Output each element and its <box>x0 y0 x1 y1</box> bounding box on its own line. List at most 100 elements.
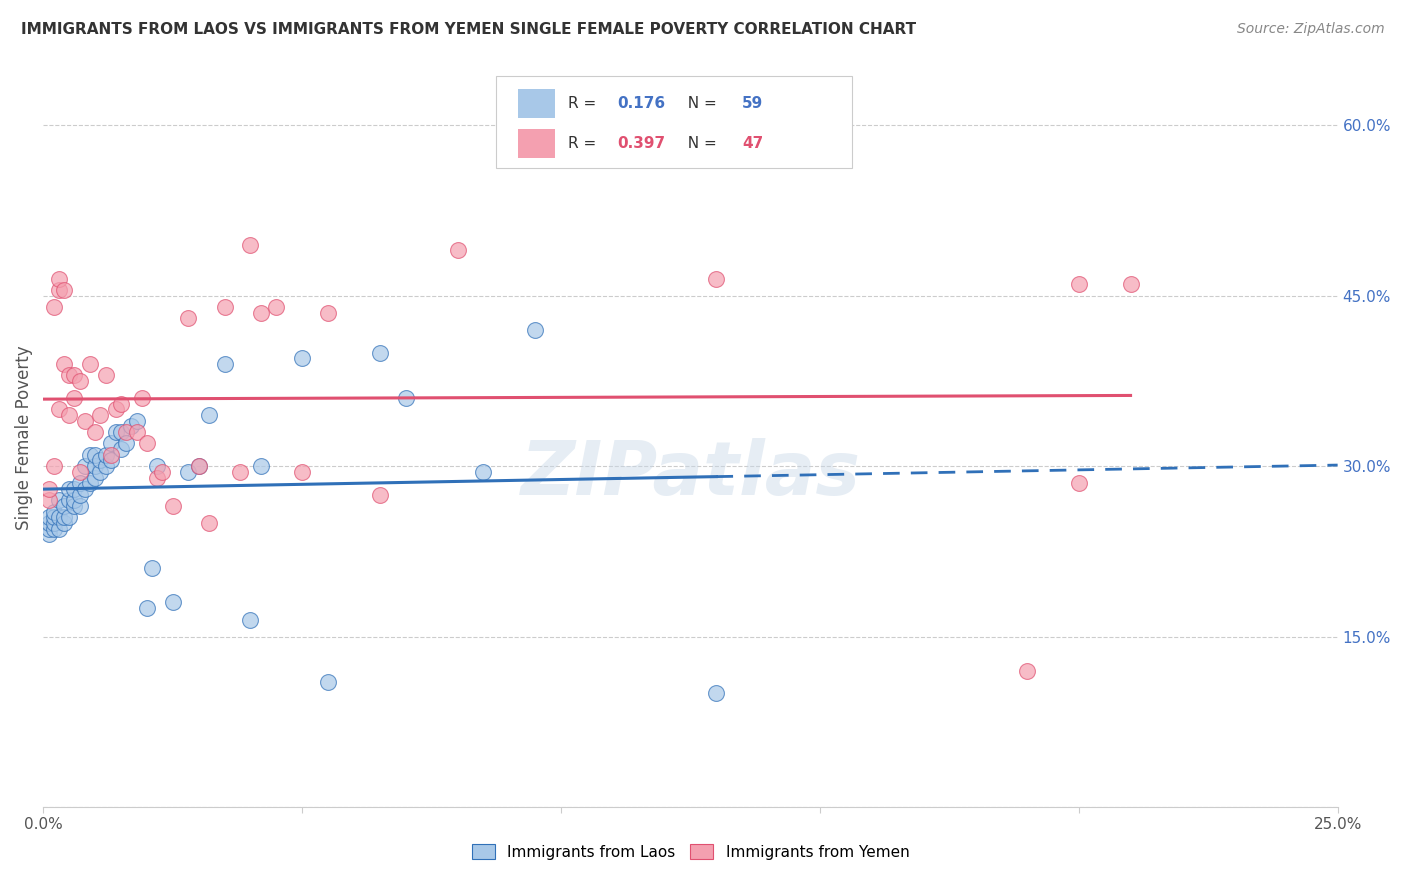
Point <box>266 300 288 314</box>
Point <box>58 510 80 524</box>
Point <box>1015 664 1038 678</box>
Point <box>42 522 65 536</box>
Point <box>141 561 163 575</box>
Point <box>291 465 314 479</box>
Point <box>48 271 70 285</box>
Point <box>53 283 76 297</box>
Point <box>177 465 200 479</box>
Text: IMMIGRANTS FROM LAOS VS IMMIGRANTS FROM YEMEN SINGLE FEMALE POVERTY CORRELATION : IMMIGRANTS FROM LAOS VS IMMIGRANTS FROM … <box>21 22 917 37</box>
Point <box>53 516 76 530</box>
Point <box>53 357 76 371</box>
Legend: Immigrants from Laos, Immigrants from Yemen: Immigrants from Laos, Immigrants from Ye… <box>465 838 915 866</box>
Point <box>136 601 159 615</box>
Point <box>38 522 60 536</box>
Point <box>73 482 96 496</box>
Point <box>214 357 236 371</box>
Point <box>100 453 122 467</box>
Point <box>79 448 101 462</box>
Point <box>63 482 86 496</box>
Point <box>368 487 391 501</box>
Point <box>69 374 91 388</box>
Point <box>53 499 76 513</box>
Point <box>63 493 86 508</box>
Point <box>63 368 86 383</box>
Point <box>73 414 96 428</box>
Point <box>42 300 65 314</box>
Text: R =: R = <box>568 95 600 111</box>
Text: 0.176: 0.176 <box>617 95 665 111</box>
Point <box>146 470 169 484</box>
Point <box>53 510 76 524</box>
Point <box>73 459 96 474</box>
Point <box>38 510 60 524</box>
Point <box>115 436 138 450</box>
Point <box>84 448 107 462</box>
Point <box>48 402 70 417</box>
Point <box>120 419 142 434</box>
Point <box>48 522 70 536</box>
Point <box>152 465 174 479</box>
Point <box>316 306 339 320</box>
Point <box>94 448 117 462</box>
Point <box>42 516 65 530</box>
Point <box>42 459 65 474</box>
Point <box>38 516 60 530</box>
FancyBboxPatch shape <box>519 128 554 158</box>
Point <box>89 453 111 467</box>
Text: Source: ZipAtlas.com: Source: ZipAtlas.com <box>1237 22 1385 37</box>
Point <box>162 595 184 609</box>
Point <box>239 613 262 627</box>
Point <box>229 465 252 479</box>
Point <box>48 510 70 524</box>
Point <box>63 391 86 405</box>
Point <box>187 459 209 474</box>
Point <box>162 499 184 513</box>
Text: 0.397: 0.397 <box>617 136 665 151</box>
Text: 59: 59 <box>742 95 763 111</box>
Point <box>58 482 80 496</box>
Text: 47: 47 <box>742 136 763 151</box>
Point <box>38 493 60 508</box>
Point <box>84 470 107 484</box>
Point <box>706 686 728 700</box>
Point <box>250 459 273 474</box>
Point <box>58 493 80 508</box>
Point <box>239 237 262 252</box>
Point <box>89 408 111 422</box>
Point <box>110 442 132 456</box>
Point <box>58 408 80 422</box>
Point <box>48 283 70 297</box>
Point <box>63 499 86 513</box>
Point <box>125 425 148 439</box>
Point <box>104 402 127 417</box>
Point <box>1119 277 1142 292</box>
Point <box>395 391 418 405</box>
Point <box>42 510 65 524</box>
FancyBboxPatch shape <box>496 76 852 169</box>
Point <box>84 459 107 474</box>
Point <box>94 368 117 383</box>
FancyBboxPatch shape <box>519 88 554 118</box>
Point <box>89 465 111 479</box>
Point <box>115 425 138 439</box>
Point <box>58 368 80 383</box>
Point <box>38 482 60 496</box>
Point <box>198 516 221 530</box>
Point <box>368 345 391 359</box>
Point <box>69 499 91 513</box>
Point <box>110 397 132 411</box>
Point <box>472 465 495 479</box>
Text: N =: N = <box>678 136 721 151</box>
Point <box>291 351 314 366</box>
Point <box>48 493 70 508</box>
Point <box>146 459 169 474</box>
Point <box>38 527 60 541</box>
Point <box>69 476 91 491</box>
Point <box>316 675 339 690</box>
Point <box>42 505 65 519</box>
Point <box>136 436 159 450</box>
Point <box>446 244 468 258</box>
Text: N =: N = <box>678 95 721 111</box>
Point <box>79 476 101 491</box>
Point <box>524 323 547 337</box>
